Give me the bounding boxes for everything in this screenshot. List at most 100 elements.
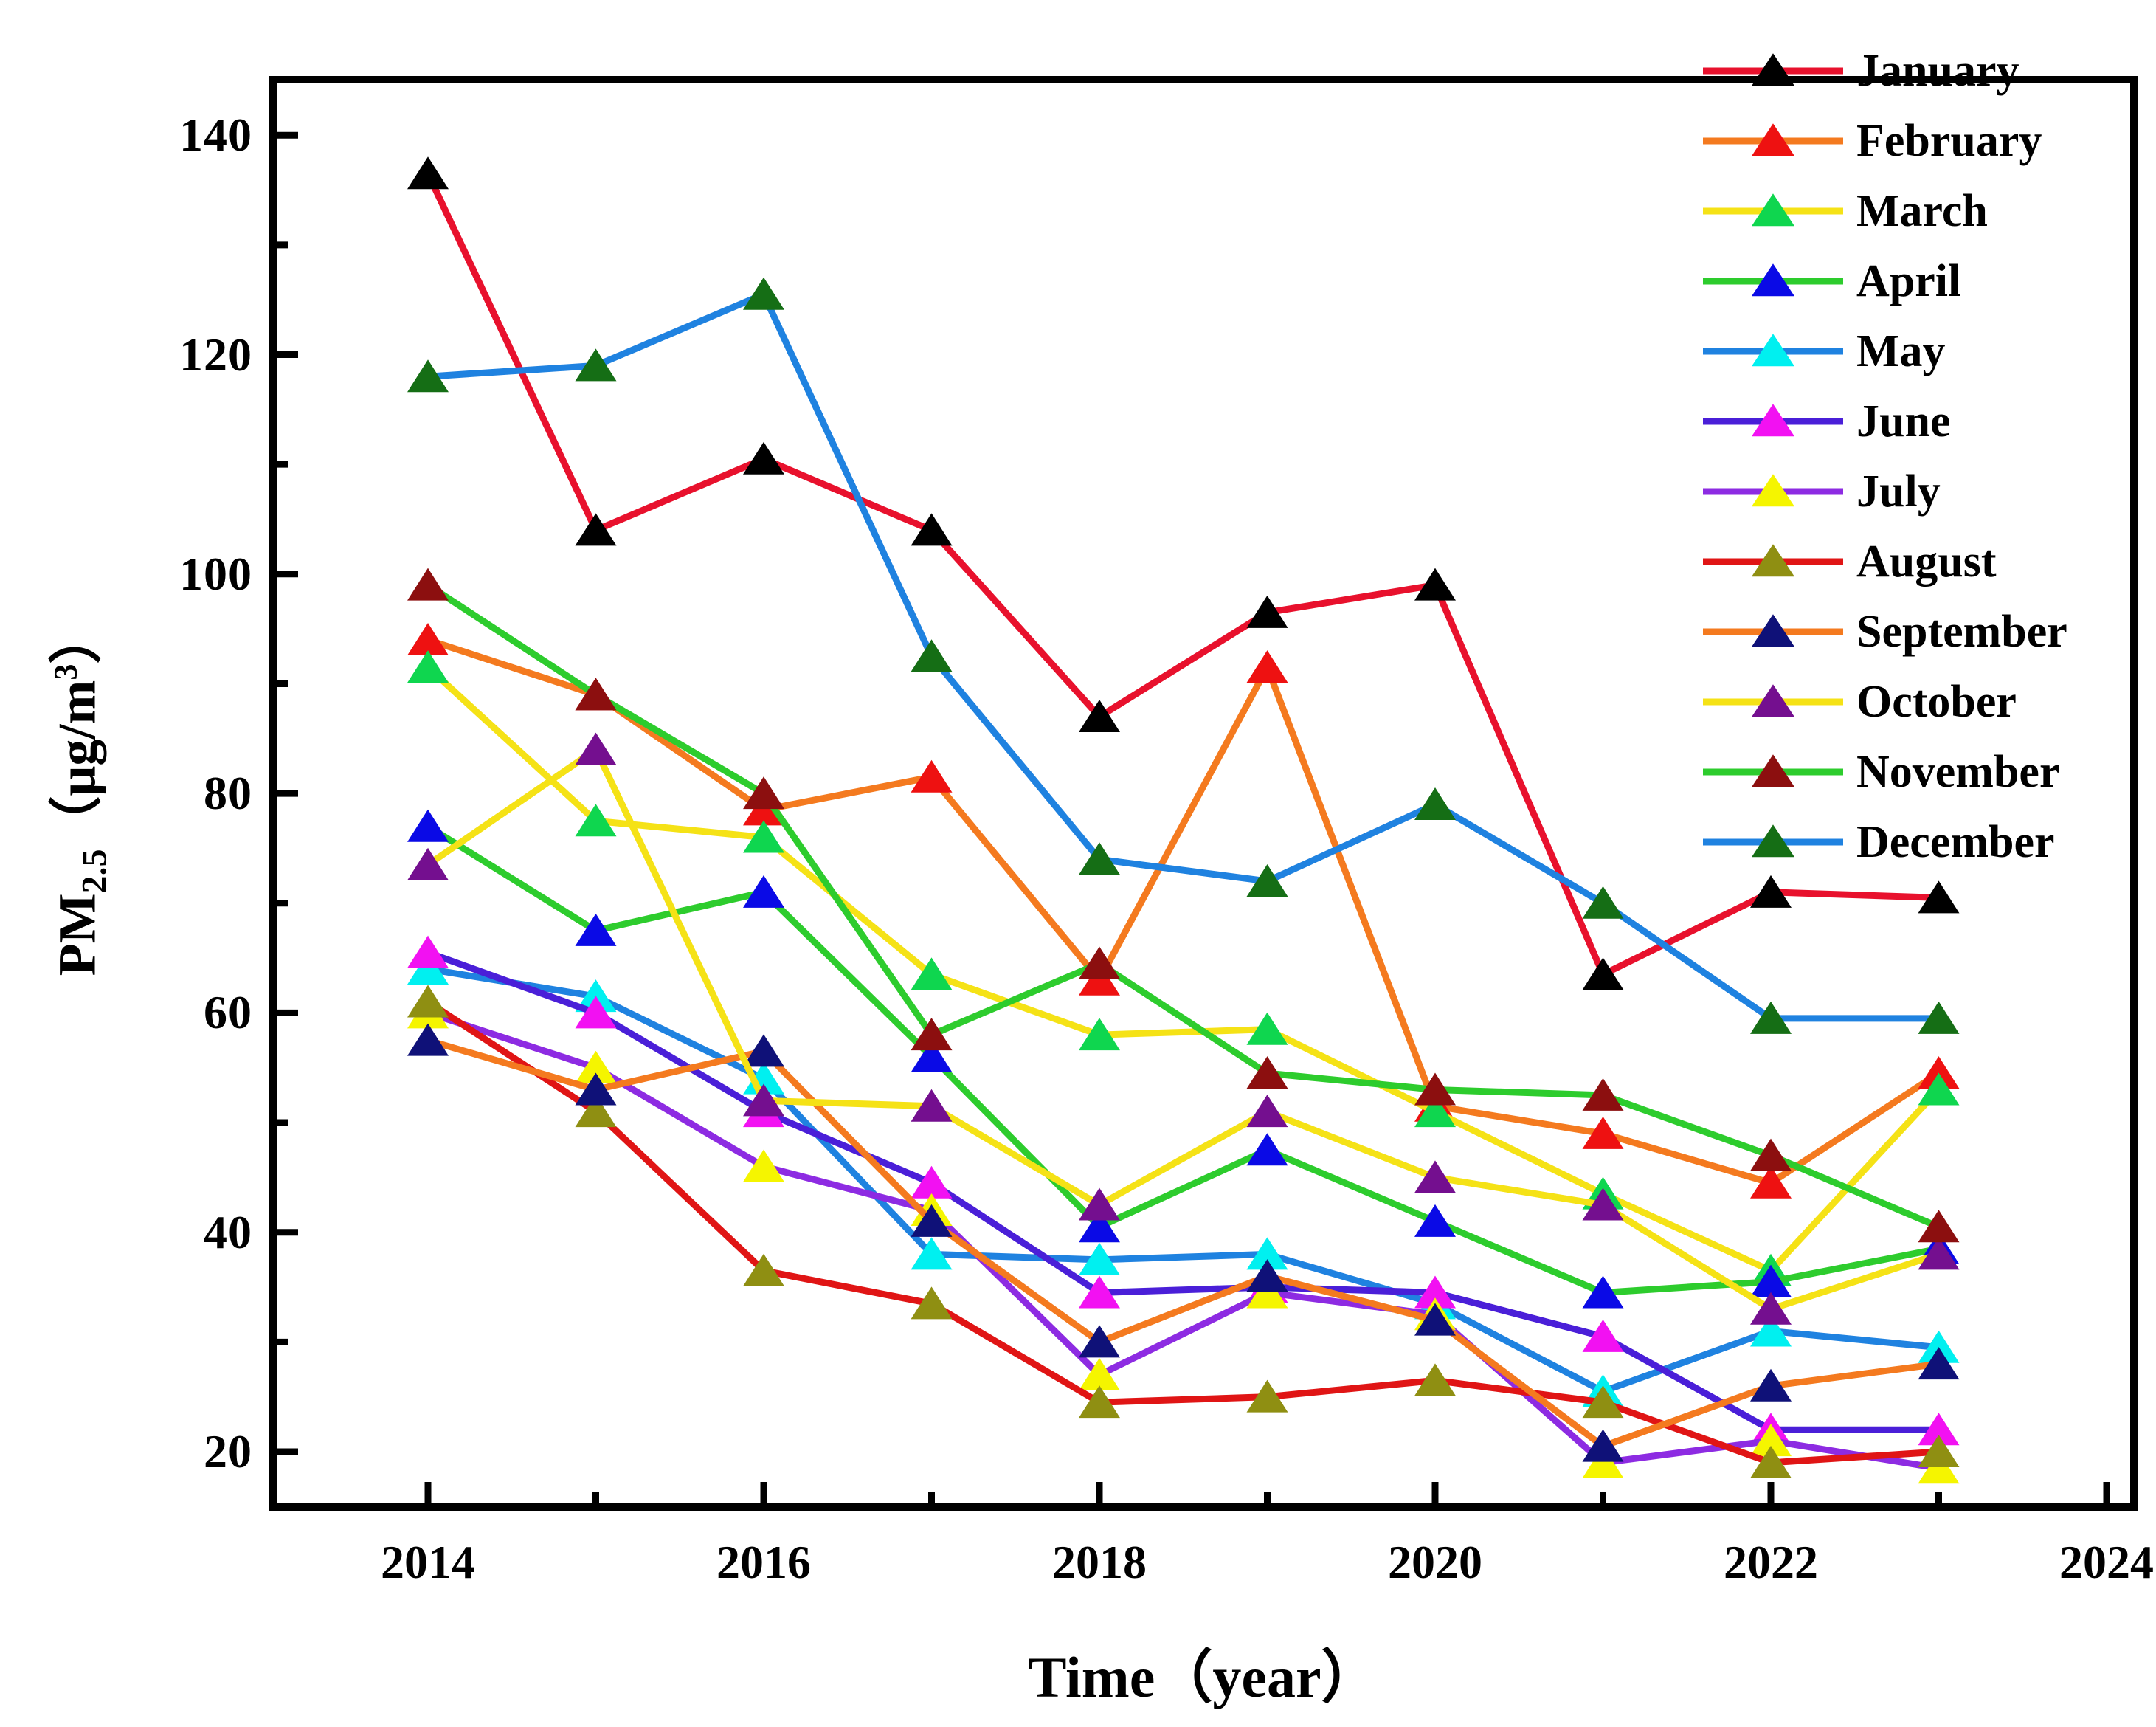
series-line-november xyxy=(426,582,1941,1230)
marker-september-2015 xyxy=(575,1072,617,1106)
marker-september-2017 xyxy=(911,1204,953,1237)
series-line-august xyxy=(426,999,1939,1466)
x-tick-label-2020: 2020 xyxy=(1388,1536,1482,1588)
x-axis-title: Time（year） xyxy=(1028,1645,1379,1709)
marker-may-2023 xyxy=(1918,1330,1960,1363)
marker-september-2020 xyxy=(1414,1303,1456,1336)
legend-entry-june: June xyxy=(1703,386,2146,456)
legend-sample-february xyxy=(1703,106,1843,176)
marker-june-2023 xyxy=(1918,1413,1960,1446)
marker-august-2018 xyxy=(1079,1385,1120,1419)
legend-sample-november xyxy=(1703,737,1843,807)
marker-december-2020 xyxy=(1414,787,1456,820)
series-line-september xyxy=(426,1037,1940,1450)
x-tick-label-2016: 2016 xyxy=(716,1536,811,1588)
marker-november-2023 xyxy=(1918,1210,1960,1243)
marker-august-2016 xyxy=(743,1253,784,1286)
marker-december-2017 xyxy=(911,639,953,672)
marker-april-2018 xyxy=(1079,1210,1120,1243)
marker-december-2022 xyxy=(1750,1001,1792,1034)
legend-sample-june xyxy=(1703,386,1843,456)
marker-november-2021 xyxy=(1582,1078,1624,1111)
marker-december-2021 xyxy=(1582,886,1624,919)
y-tick-label-140: 140 xyxy=(179,108,252,162)
series-line-april xyxy=(426,823,1940,1297)
marker-may-2015 xyxy=(575,979,617,1013)
marker-october-2022 xyxy=(1750,1292,1792,1325)
marker-november-2019 xyxy=(1246,1056,1288,1089)
legend-entry-september: September xyxy=(1703,596,2146,666)
chart-legend: January February March April May June July Augu… xyxy=(1703,35,2146,877)
marker-august-2017 xyxy=(911,1286,953,1320)
marker-january-2023 xyxy=(1918,880,1960,914)
legend-sample-january xyxy=(1703,35,1843,106)
marker-september-2023 xyxy=(1918,1347,1960,1380)
marker-march-2017 xyxy=(911,957,953,990)
marker-july-2018 xyxy=(1079,1357,1120,1390)
marker-november-2018 xyxy=(1079,946,1120,979)
series-line-may xyxy=(427,965,1939,1396)
marker-april-2019 xyxy=(1246,1133,1288,1166)
marker-december-2019 xyxy=(1246,864,1288,897)
marker-october-2017 xyxy=(911,1089,953,1122)
marker-july-2021 xyxy=(1582,1445,1624,1478)
y-tick-label-60: 60 xyxy=(204,986,252,1039)
legend-entry-august: August xyxy=(1703,526,2146,596)
legend-label: March xyxy=(1856,185,1988,236)
marker-june-2021 xyxy=(1582,1319,1624,1352)
marker-january-2018 xyxy=(1079,700,1120,733)
legend-sample-july xyxy=(1703,456,1843,526)
marker-november-2015 xyxy=(575,678,617,711)
marker-march-2023 xyxy=(1918,1072,1960,1106)
marker-june-2018 xyxy=(1079,1275,1120,1309)
marker-november-2022 xyxy=(1750,1138,1792,1171)
legend-triangle-icon xyxy=(1752,193,1794,226)
marker-march-2016 xyxy=(743,820,784,853)
marker-august-2021 xyxy=(1582,1385,1624,1419)
legend-sample-september xyxy=(1703,596,1843,666)
marker-september-2019 xyxy=(1246,1259,1288,1292)
marker-october-2015 xyxy=(575,732,617,765)
series-line-march xyxy=(425,664,1941,1275)
marker-february-2017 xyxy=(911,759,953,793)
marker-december-2023 xyxy=(1918,1001,1960,1034)
marker-january-2019 xyxy=(1246,595,1288,628)
marker-october-2016 xyxy=(743,1083,784,1117)
marker-february-2022 xyxy=(1750,1165,1792,1199)
marker-january-2015 xyxy=(575,513,617,546)
legend-triangle-icon xyxy=(1752,754,1794,787)
legend-sample-august xyxy=(1703,526,1843,596)
marker-december-2015 xyxy=(575,348,617,382)
marker-august-2019 xyxy=(1246,1379,1288,1413)
legend-entry-december: December xyxy=(1703,807,2146,877)
marker-april-2017 xyxy=(911,1039,953,1072)
legend-entry-february: February xyxy=(1703,106,2146,176)
y-axis-title: PM2.5（μg/m3） xyxy=(47,610,114,976)
marker-august-2023 xyxy=(1918,1435,1960,1467)
legend-label: January xyxy=(1856,45,2019,96)
legend-triangle-icon xyxy=(1752,403,1794,436)
marker-april-2022 xyxy=(1750,1264,1792,1297)
marker-december-2018 xyxy=(1079,842,1120,875)
marker-april-2014 xyxy=(407,809,449,842)
marker-february-2021 xyxy=(1582,1116,1624,1149)
legend-label: February xyxy=(1856,115,2042,166)
legend-entry-january: January xyxy=(1703,35,2146,106)
legend-sample-december xyxy=(1703,807,1843,877)
marker-may-2018 xyxy=(1079,1242,1120,1275)
legend-sample-march xyxy=(1703,176,1843,246)
y-tick-label-20: 20 xyxy=(204,1425,252,1478)
legend-triangle-icon xyxy=(1752,123,1794,156)
marker-january-2016 xyxy=(743,441,784,475)
legend-sample-april xyxy=(1703,246,1843,316)
legend-entry-may: May xyxy=(1703,316,2146,386)
marker-july-2023 xyxy=(1918,1451,1960,1484)
marker-january-2021 xyxy=(1582,957,1624,990)
marker-september-2016 xyxy=(743,1034,784,1067)
marker-december-2016 xyxy=(743,277,784,310)
y-tick-label-40: 40 xyxy=(204,1205,252,1258)
marker-august-2014 xyxy=(407,985,449,1018)
marker-february-2018 xyxy=(1079,962,1120,996)
legend-sample-october xyxy=(1703,666,1843,737)
